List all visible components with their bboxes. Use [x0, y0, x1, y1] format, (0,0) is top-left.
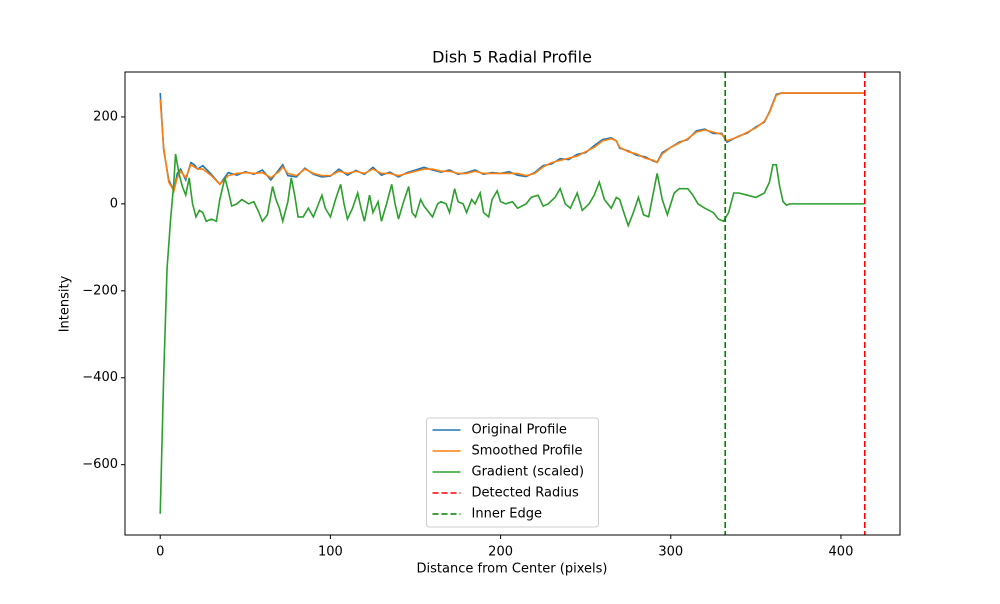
series-line — [159, 92, 865, 193]
x-tick-label: 0 — [156, 545, 164, 560]
chart-title: Dish 5 Radial Profile — [432, 48, 592, 67]
x-tick-label: 400 — [829, 545, 854, 560]
legend-box — [426, 417, 599, 528]
legend-label: Detected Radius — [472, 486, 580, 501]
legend-label: Inner Edge — [472, 507, 543, 522]
y-tick-label: −200 — [82, 283, 118, 298]
y-axis-label: Intensity — [58, 275, 73, 332]
series-line — [159, 153, 865, 514]
y-tick-label: −600 — [82, 457, 118, 472]
x-axis-label: Distance from Center (pixels) — [417, 562, 608, 577]
legend-label: Original Profile — [472, 423, 567, 438]
legend-label: Smoothed Profile — [472, 444, 583, 459]
x-tick-label: 200 — [488, 545, 513, 560]
legend-label: Gradient (scaled) — [472, 465, 585, 480]
plot-frame — [124, 71, 901, 536]
x-tick-label: 300 — [658, 545, 683, 560]
y-tick-label: 0 — [110, 196, 118, 211]
x-tick-label: 100 — [318, 545, 343, 560]
y-tick-label: −400 — [82, 370, 118, 385]
y-tick-label: 200 — [93, 109, 118, 124]
